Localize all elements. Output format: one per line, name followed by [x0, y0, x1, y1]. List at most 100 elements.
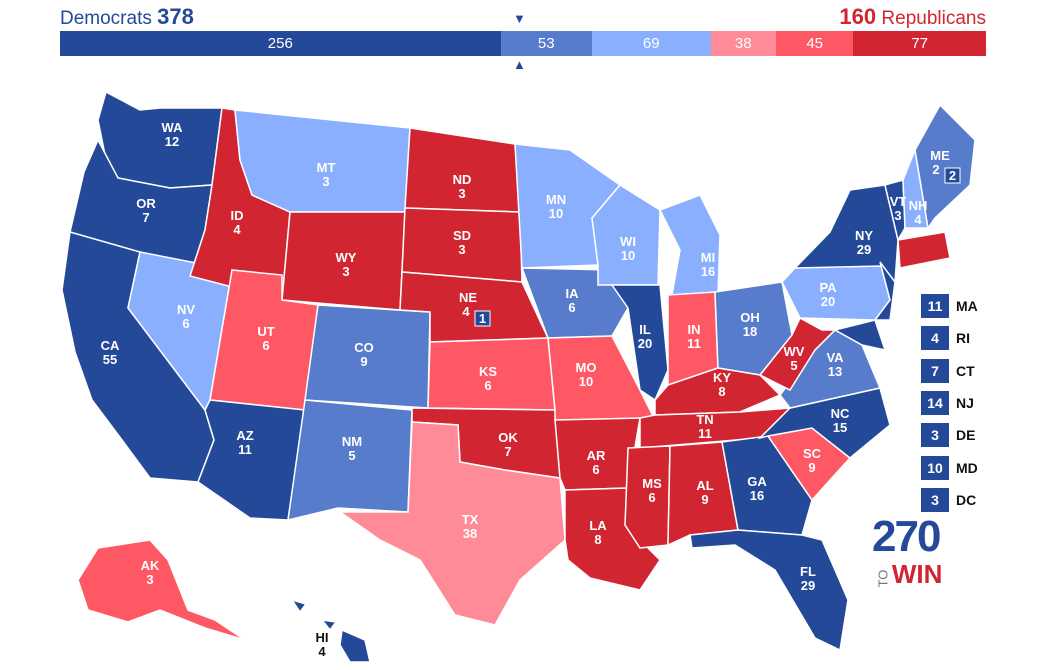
state-NM[interactable]: [287, 399, 413, 521]
state-label-IL: IL: [639, 322, 651, 337]
state-ev-OK: 7: [504, 444, 511, 459]
state-MD-region: [832, 319, 887, 352]
state-label-WY: WY: [336, 250, 357, 265]
state-label-VA: VA: [826, 350, 844, 365]
state-ev-AL: 9: [701, 492, 708, 507]
small-state-abbr: CT: [956, 362, 975, 379]
state-ev-HI: 4: [318, 644, 326, 659]
state-ev-MO: 10: [579, 374, 593, 389]
state-ev-MN: 10: [549, 206, 563, 221]
state-ev-WY: 3: [342, 264, 349, 279]
state-label-PA: PA: [819, 280, 837, 295]
ev-bar-segment: 77: [853, 31, 986, 56]
state-ev-NM: 5: [348, 448, 355, 463]
state-WV[interactable]: [758, 316, 837, 391]
state-label-SD: SD: [453, 228, 471, 243]
logo-number: 270: [872, 512, 941, 561]
270-marker-up-icon: ▲: [513, 57, 526, 72]
state-label-TX: TX: [462, 512, 479, 527]
state-MI[interactable]: [658, 194, 721, 296]
democrats-ev-count: 378: [157, 4, 194, 29]
small-state-DC[interactable]: 3 DC: [921, 484, 978, 516]
state-ev-NC: 15: [833, 420, 847, 435]
state-label-LA: LA: [589, 518, 607, 533]
small-state-abbr: MD: [956, 459, 978, 476]
state-ev-GA: 16: [750, 488, 764, 503]
state-label-GA: GA: [747, 474, 767, 489]
state-label-AL: AL: [696, 478, 713, 493]
small-state-ev: 14: [921, 391, 949, 416]
270towin-logo: 270 TOWIN: [872, 515, 942, 590]
nebraska-district-box: [474, 310, 491, 327]
state-ev-TN: 11: [698, 426, 712, 441]
state-ev-WA: 12: [165, 134, 179, 149]
state-ev-ND: 3: [458, 186, 465, 201]
small-state-ev: 11: [921, 294, 949, 319]
state-ev-LA: 8: [594, 532, 601, 547]
small-state-abbr: RI: [956, 330, 970, 347]
state-label-WA: WA: [162, 120, 184, 135]
state-ev-VA: 13: [828, 364, 842, 379]
state-ev-PA: 20: [821, 294, 835, 309]
small-state-MD[interactable]: 10 MD: [921, 451, 978, 483]
state-label-NY: NY: [855, 228, 873, 243]
state-ev-IN: 11: [687, 336, 701, 351]
state-ev-IL: 20: [638, 336, 652, 351]
state-ev-KS: 6: [484, 378, 491, 393]
state-ev-NV: 6: [182, 316, 189, 331]
small-state-ev: 4: [921, 326, 949, 351]
state-label-NC: NC: [831, 406, 850, 421]
maine-district-box: [944, 167, 961, 184]
270-marker-down-icon: ▼: [513, 11, 526, 26]
state-label-MO: MO: [576, 360, 597, 375]
state-ev-CA: 55: [103, 352, 117, 367]
state-label-FL: FL: [800, 564, 816, 579]
state-ev-FL: 29: [801, 578, 815, 593]
small-state-CT[interactable]: 7 CT: [921, 355, 978, 387]
small-state-abbr: DE: [956, 427, 976, 444]
state-label-AR: AR: [587, 448, 606, 463]
small-state-NJ[interactable]: 14 NJ: [921, 387, 978, 419]
state-label-ND: ND: [453, 172, 472, 187]
small-state-ev: 3: [921, 487, 949, 512]
state-ME[interactable]: [914, 103, 976, 230]
state-TX[interactable]: [337, 421, 566, 626]
state-label-MT: MT: [317, 160, 336, 175]
state-ev-MT: 3: [322, 174, 329, 189]
state-FL[interactable]: [689, 529, 849, 652]
state-MS[interactable]: [624, 445, 671, 549]
state-ev-NY: 29: [857, 242, 871, 257]
state-AZ[interactable]: [197, 399, 306, 521]
state-ev-AR: 6: [592, 462, 599, 477]
republicans-total: 160 Republicans: [839, 4, 986, 30]
state-ev-OH: 18: [743, 324, 757, 339]
small-state-abbr: DC: [956, 491, 977, 508]
state-label-KY: KY: [713, 370, 731, 385]
state-label-HI: HI: [316, 630, 329, 645]
republicans-ev-count: 160: [839, 4, 877, 29]
state-ev-OR: 7: [142, 210, 149, 225]
state-NJ-region: [873, 261, 896, 321]
state-label-OH: OH: [740, 310, 760, 325]
state-MA-region: [897, 231, 951, 269]
state-WA[interactable]: [97, 90, 223, 189]
state-HI[interactable]: [290, 598, 371, 663]
small-state-ev: 3: [921, 423, 949, 448]
state-AK[interactable]: [77, 539, 246, 641]
small-state-RI[interactable]: 4 RI: [921, 322, 978, 354]
state-ev-AK: 3: [146, 572, 153, 587]
small-state-DE[interactable]: 3 DE: [921, 419, 978, 451]
nebraska-district-ev: 1: [479, 311, 486, 326]
state-label-MI: MI: [701, 250, 715, 265]
state-ev-ID: 4: [233, 222, 241, 237]
democrats-total: Democrats 378: [60, 4, 194, 30]
state-label-AZ: AZ: [236, 428, 253, 443]
state-ev-IA: 6: [568, 300, 575, 315]
small-state-MA[interactable]: 11 MA: [921, 290, 978, 322]
ev-bar-segment: 69: [591, 31, 711, 56]
state-label-AK: AK: [141, 558, 160, 573]
state-ev-WI: 10: [621, 248, 635, 263]
state-label-NE: NE: [459, 290, 477, 305]
state-ev-SD: 3: [458, 242, 465, 257]
